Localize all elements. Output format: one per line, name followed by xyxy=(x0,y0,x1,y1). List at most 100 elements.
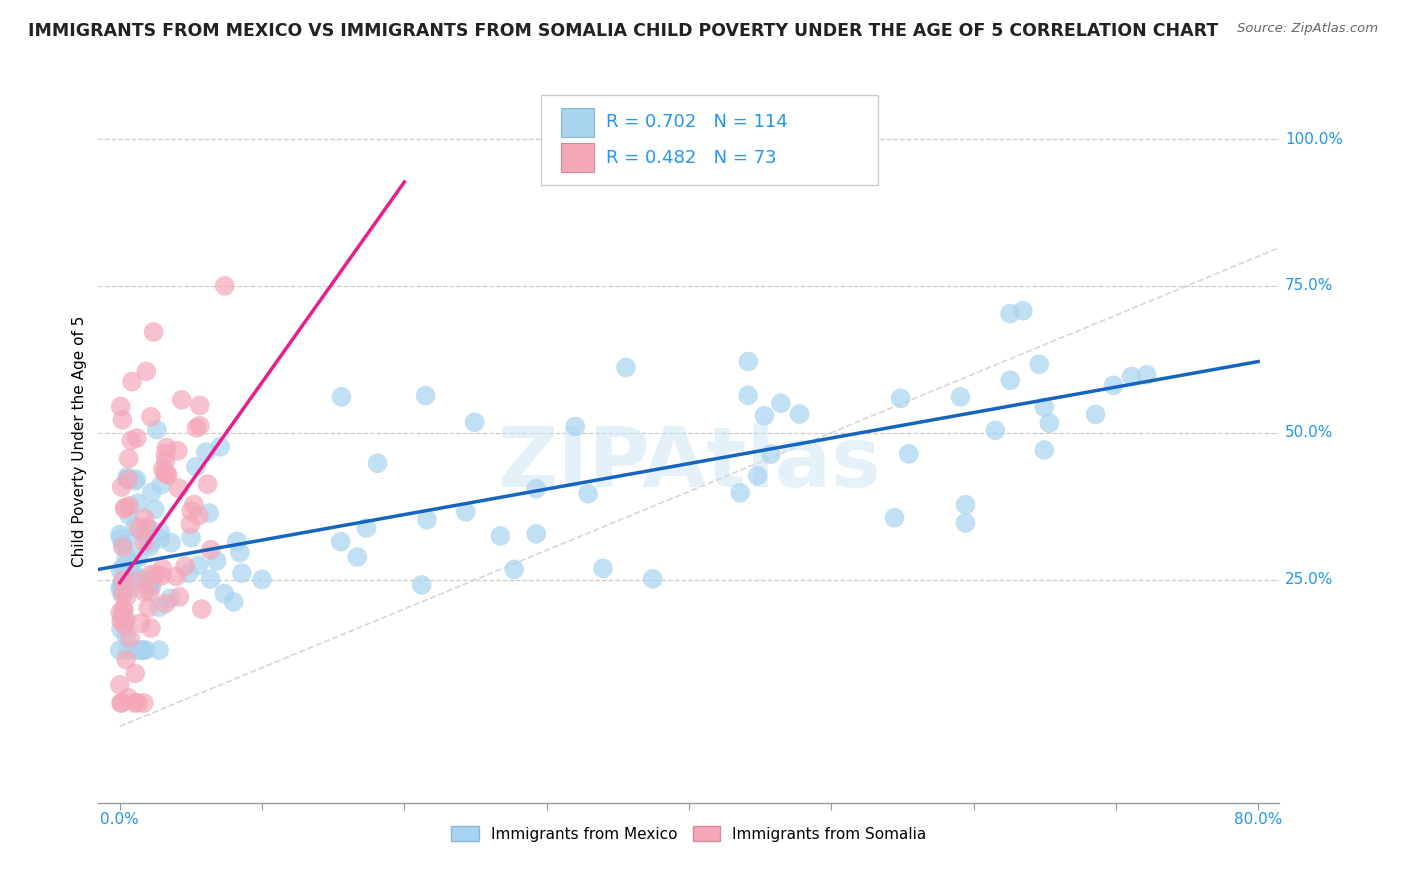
Point xyxy=(115,471,138,485)
Point xyxy=(136,533,159,548)
Point xyxy=(200,542,222,557)
Text: 75.0%: 75.0% xyxy=(1285,278,1333,293)
Point xyxy=(754,409,776,423)
Point xyxy=(641,572,664,586)
Point xyxy=(464,415,486,429)
Point xyxy=(148,599,170,614)
Point xyxy=(125,574,148,588)
Point xyxy=(141,580,163,594)
Point xyxy=(134,511,156,525)
Point xyxy=(138,578,160,592)
Point xyxy=(110,614,132,628)
Point xyxy=(1028,357,1050,371)
Text: 0.0%: 0.0% xyxy=(100,812,139,827)
Point xyxy=(131,525,153,540)
Point xyxy=(115,550,138,565)
Point xyxy=(125,431,148,445)
Point xyxy=(187,508,209,523)
Point xyxy=(110,696,132,710)
Point xyxy=(955,516,977,530)
Point xyxy=(167,481,190,495)
Point xyxy=(183,498,205,512)
Point xyxy=(121,580,143,594)
Point xyxy=(115,629,138,643)
Point xyxy=(110,400,132,414)
Point xyxy=(955,498,977,512)
Y-axis label: Child Poverty Under the Age of 5: Child Poverty Under the Age of 5 xyxy=(72,316,87,567)
Point xyxy=(124,696,146,710)
Point xyxy=(108,678,131,692)
Point xyxy=(125,643,148,657)
Point xyxy=(142,325,165,339)
Point xyxy=(897,447,920,461)
Point xyxy=(120,632,142,646)
Point xyxy=(177,566,200,581)
Point xyxy=(132,696,155,710)
Point xyxy=(250,573,273,587)
Point xyxy=(330,390,353,404)
Point xyxy=(142,573,165,587)
Text: ZIPAtlas: ZIPAtlas xyxy=(496,423,882,504)
Point xyxy=(416,513,439,527)
Point xyxy=(1000,373,1022,387)
Point xyxy=(503,562,526,576)
Point xyxy=(108,606,131,620)
Point xyxy=(118,499,141,513)
Point xyxy=(1102,378,1125,392)
Point xyxy=(737,388,759,402)
Point xyxy=(128,522,150,536)
Point xyxy=(111,413,134,427)
Point xyxy=(135,364,157,378)
Point xyxy=(454,505,477,519)
Point xyxy=(728,486,751,500)
Point xyxy=(124,519,146,533)
Point xyxy=(186,421,208,435)
Point xyxy=(367,456,389,470)
Point xyxy=(139,567,162,582)
Point xyxy=(197,477,219,491)
Point xyxy=(200,572,222,586)
Point xyxy=(984,423,1007,437)
Point xyxy=(110,622,132,636)
Point xyxy=(141,485,163,500)
FancyBboxPatch shape xyxy=(541,95,877,185)
Point xyxy=(524,482,547,496)
Point xyxy=(156,468,179,483)
Point xyxy=(614,360,637,375)
Point xyxy=(226,534,249,549)
Point xyxy=(110,531,132,545)
Point xyxy=(112,601,135,615)
Point xyxy=(129,571,152,585)
Point xyxy=(139,621,162,635)
Point xyxy=(134,643,156,657)
Point xyxy=(1033,401,1056,415)
Text: 50.0%: 50.0% xyxy=(1285,425,1333,441)
Point xyxy=(149,532,172,546)
Text: 100.0%: 100.0% xyxy=(1285,131,1343,146)
Point xyxy=(110,696,132,710)
Point xyxy=(576,487,599,501)
Point xyxy=(155,454,177,468)
Point xyxy=(1038,416,1060,430)
Point xyxy=(124,568,146,582)
Point xyxy=(166,443,188,458)
Point xyxy=(110,480,132,494)
Point xyxy=(1136,368,1159,382)
Point xyxy=(329,534,352,549)
Point xyxy=(146,423,169,437)
Point xyxy=(155,447,177,461)
Point xyxy=(122,569,145,583)
Point xyxy=(124,474,146,488)
Point xyxy=(110,581,132,595)
Point xyxy=(747,468,769,483)
Point xyxy=(194,445,217,459)
Point xyxy=(789,407,811,421)
Point xyxy=(214,586,236,600)
Text: 25.0%: 25.0% xyxy=(1285,572,1333,587)
Point xyxy=(131,643,153,657)
Point xyxy=(150,477,173,491)
Text: R = 0.702   N = 114: R = 0.702 N = 114 xyxy=(606,113,787,131)
Bar xyxy=(561,143,595,172)
Point xyxy=(111,588,134,602)
Point xyxy=(1084,408,1107,422)
